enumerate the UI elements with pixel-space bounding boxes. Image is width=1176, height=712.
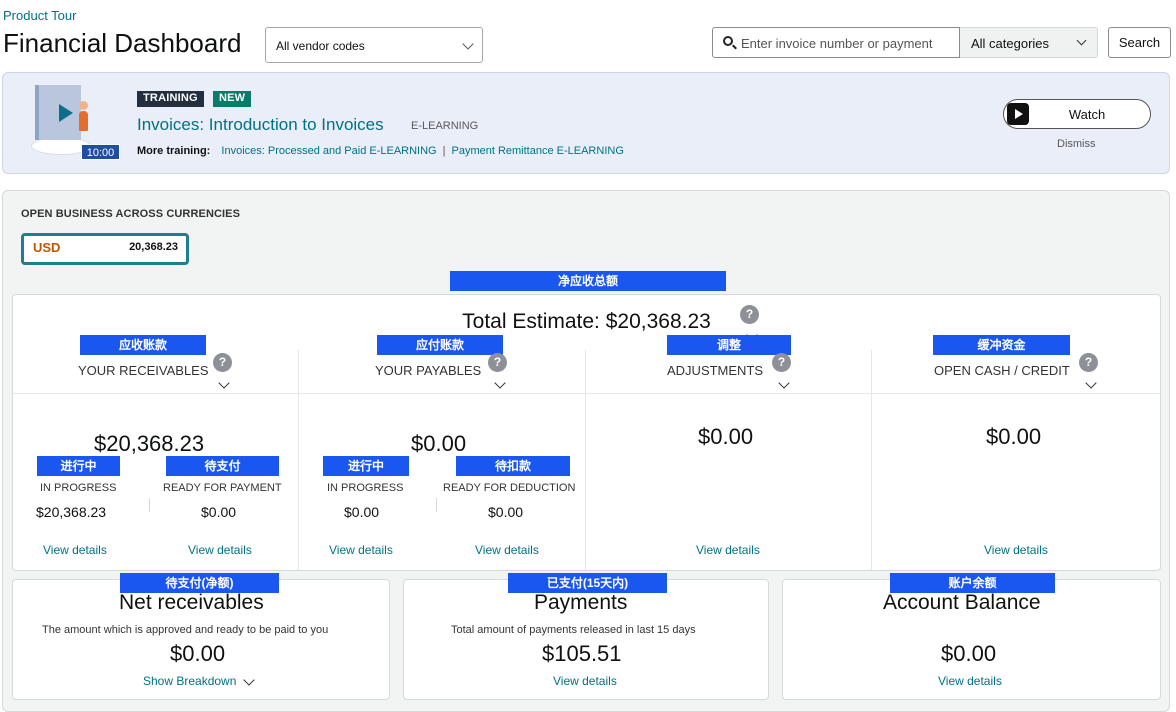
play-icon	[1007, 103, 1029, 125]
help-icon[interactable]: ?	[1079, 353, 1098, 372]
divider	[13, 393, 1160, 394]
divider	[871, 350, 872, 570]
help-icon[interactable]: ?	[488, 353, 507, 372]
training-banner	[2, 72, 1170, 174]
payables-amount: $0.00	[411, 431, 467, 456]
payments-title: Payments	[534, 591, 628, 614]
net-receivables-title: Net receivables	[119, 591, 264, 614]
ready-for-deduction-label: READY FOR DEDUCTION	[443, 482, 576, 494]
payables-heading: YOUR PAYABLES	[375, 363, 482, 378]
currency-chip-usd[interactable]: USD 20,368.23	[21, 233, 189, 265]
cn-label-ready-for-payment: 待支付	[166, 456, 279, 476]
divider	[585, 350, 586, 570]
divider	[298, 350, 299, 570]
view-details-link[interactable]: View details	[696, 543, 760, 557]
currency-code: USD	[33, 240, 61, 255]
more-training-link-payment-remittance[interactable]: Payment Remittance E-LEARNING	[451, 145, 624, 157]
ready-for-payment-label: READY FOR PAYMENT	[163, 482, 282, 494]
in-progress-value: $0.00	[344, 504, 380, 520]
open-cash-credit-heading: OPEN CASH / CREDIT	[934, 363, 1070, 378]
category-select[interactable]: All categories	[960, 27, 1098, 58]
in-progress-value: $20,368.23	[36, 504, 107, 520]
course-title-link[interactable]: Invoices: Introduction to Invoices	[137, 115, 384, 134]
training-duration: 10:00	[81, 144, 120, 160]
adjustments-heading: ADJUSTMENTS	[667, 363, 764, 378]
cn-label-receivables: 应收账款	[80, 335, 206, 355]
account-balance-amount: $0.00	[941, 641, 997, 666]
presenter-icon	[79, 101, 88, 110]
cn-label-adjustments: 调整	[667, 335, 791, 355]
product-tour-link[interactable]: Product Tour	[3, 8, 77, 23]
divider	[436, 498, 437, 512]
currency-value: 20,368.23	[129, 241, 178, 253]
receivables-amount: $20,368.23	[94, 431, 205, 456]
help-icon[interactable]: ?	[772, 353, 791, 372]
net-receivables-description: The amount which is approved and ready t…	[42, 624, 329, 636]
adjustments-amount: $0.00	[698, 424, 754, 449]
net-receivables-amount: $0.00	[170, 641, 226, 666]
cn-label-total-estimate: 净应收总额	[450, 271, 726, 291]
view-details-link[interactable]: View details	[553, 674, 617, 688]
play-icon	[59, 104, 73, 122]
view-details-link[interactable]: View details	[188, 543, 252, 557]
watch-button[interactable]: Watch	[1003, 99, 1151, 129]
in-progress-label: IN PROGRESS	[40, 482, 117, 494]
payments-description: Total amount of payments released in las…	[451, 624, 696, 636]
help-icon[interactable]: ?	[740, 305, 759, 324]
payments-amount: $105.51	[542, 641, 622, 666]
receivables-heading: YOUR RECEIVABLES	[78, 363, 209, 378]
cn-label-net-receivables: 待支付(净额)	[120, 573, 279, 593]
chevron-down-icon	[462, 38, 474, 50]
more-training-label: More training:	[137, 145, 211, 157]
open-business-title: OPEN BUSINESS ACROSS CURRENCIES	[21, 208, 241, 220]
open-cash-credit-amount: $0.00	[986, 424, 1042, 449]
view-details-link[interactable]: View details	[329, 543, 393, 557]
cn-label-payables: 应付账款	[377, 335, 503, 355]
training-tag: TRAINING	[137, 91, 204, 107]
search-button[interactable]: Search	[1108, 27, 1171, 58]
cn-label-in-progress: 进行中	[37, 456, 120, 476]
cn-label-open-cash-credit: 缓冲资金	[933, 335, 1070, 355]
category-select-value: All categories	[971, 36, 1050, 51]
view-details-link[interactable]: View details	[475, 543, 539, 557]
search-input-placeholder: Enter invoice number or payment	[741, 36, 933, 51]
vendor-code-select-value: All vendor codes	[276, 39, 365, 53]
more-training: More training: Invoices: Processed and P…	[137, 145, 624, 157]
net-receivables-card	[12, 579, 390, 700]
presenter-body-icon	[79, 111, 88, 131]
vendor-code-select[interactable]: All vendor codes	[265, 27, 483, 63]
search-input[interactable]: Enter invoice number or payment	[712, 27, 960, 58]
view-details-link[interactable]: View details	[984, 543, 1048, 557]
chevron-down-icon	[1076, 35, 1087, 46]
cn-label-account-balance: 账户余额	[890, 573, 1055, 593]
payments-card	[403, 579, 769, 700]
course-type: E-LEARNING	[411, 120, 479, 132]
show-breakdown-label: Show Breakdown	[143, 674, 237, 688]
cn-label-ready-for-deduction: 待扣款	[456, 456, 570, 476]
account-balance-title: Account Balance	[883, 591, 1041, 614]
separator: |	[442, 145, 446, 157]
account-balance-card	[782, 579, 1161, 700]
ready-for-deduction-value: $0.00	[488, 504, 524, 520]
show-breakdown-link[interactable]: Show Breakdown	[143, 674, 236, 688]
training-thumbnail[interactable]: 10:00	[31, 85, 121, 160]
thumbnail-screen	[35, 85, 81, 140]
cn-label-in-progress: 进行中	[323, 456, 409, 476]
new-tag: NEW	[213, 91, 252, 107]
search-icon	[723, 36, 733, 46]
page-title: Financial Dashboard	[3, 28, 242, 58]
more-training-link-processed-paid[interactable]: Invoices: Processed and Paid E-LEARNING	[221, 145, 437, 157]
cn-label-payments: 已支付(15天内)	[508, 573, 667, 593]
ready-for-payment-value: $0.00	[201, 504, 237, 520]
in-progress-label: IN PROGRESS	[327, 482, 404, 494]
help-icon[interactable]: ?	[213, 353, 232, 372]
divider	[149, 498, 150, 512]
total-estimate: Total Estimate: $20,368.23	[462, 310, 711, 333]
view-details-link[interactable]: View details	[43, 543, 107, 557]
view-details-link[interactable]: View details	[938, 674, 1002, 688]
dismiss-link[interactable]: Dismiss	[1057, 138, 1096, 150]
watch-button-label: Watch	[1068, 107, 1106, 122]
